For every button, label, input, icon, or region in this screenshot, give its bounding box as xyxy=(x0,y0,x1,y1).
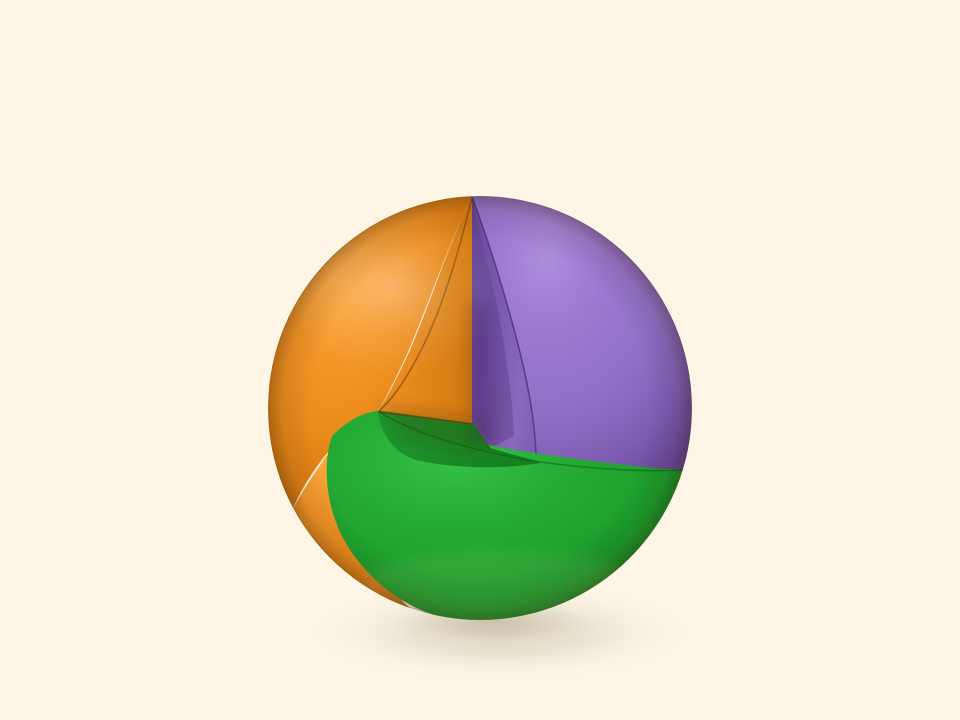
sphere-body xyxy=(268,196,692,620)
sphere-silhouette-outline xyxy=(268,196,692,620)
rim-shading xyxy=(268,196,692,620)
